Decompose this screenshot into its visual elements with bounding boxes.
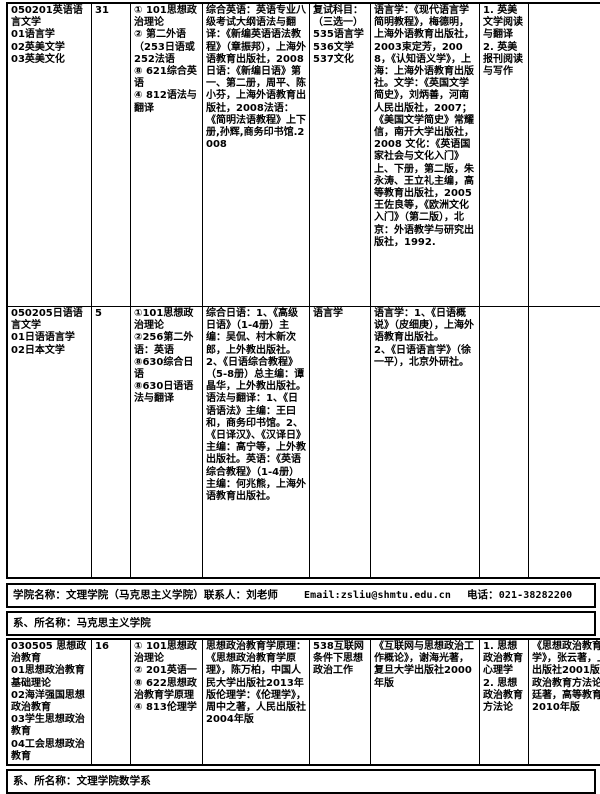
cell-retest-books: 《互联网与思想政治工作概论》，谢海光著，复旦大学出版社2000年版 bbox=[371, 639, 480, 765]
email-label: Email: bbox=[304, 590, 341, 601]
contact-name: 刘老师 bbox=[246, 589, 278, 601]
cell-enrollment: 5 bbox=[92, 307, 131, 579]
cell-makeup-subjects bbox=[480, 307, 529, 579]
college-contact-strip: 学院名称：文理学院（马克思主义学院）联系人：刘老师 Email:zsliu@shm… bbox=[6, 583, 596, 608]
department-line: 系、所名称：马克思主义学院 bbox=[7, 612, 595, 635]
college-label: 学院名称： bbox=[13, 589, 66, 601]
cell-makeup-books: 《思想政治教育心理学》，张云著，上海人民出版社2001版；《思想政治教育方法论》… bbox=[529, 639, 600, 765]
department-value: 文理学院数学系 bbox=[77, 775, 151, 787]
cell-makeup-books bbox=[529, 307, 600, 579]
cell-retest-books: 语言学：《现代语言学简明教程》，梅德明，上海外语教育出版社，2003束定芳，20… bbox=[371, 3, 480, 307]
department-line: 系、所名称：文理学院数学系 bbox=[7, 770, 595, 793]
cell-makeup-subjects: 1. 思想政治教育心理学 2. 思想政治教育方法论 bbox=[480, 639, 529, 765]
email-value[interactable]: zsliu@shmtu.edu.cn bbox=[341, 590, 451, 601]
cell-reference-books: 综合英语：英语专业八级考试大纲语法与翻译：《新编英语语法教程》（章振邦），上海外… bbox=[203, 3, 310, 307]
cell-retest-books: 语言学：1、《日语概说》（皮细庚），上海外语教育出版社。2、《日语语言学》（徐一… bbox=[371, 307, 480, 579]
department-label: 系、所名称： bbox=[13, 617, 77, 629]
cell-reference-books: 综合日语：1、《高级日语》（1-4册）主编：吴侃、村木新次郎，上外教出版社。2、… bbox=[203, 307, 310, 579]
department-value: 马克思主义学院 bbox=[77, 617, 151, 629]
department-label: 系、所名称： bbox=[13, 775, 77, 787]
contact-label: 联系人： bbox=[204, 589, 246, 601]
cell-retest-subjects: 语言学 bbox=[310, 307, 371, 579]
cell-enrollment: 16 bbox=[92, 639, 131, 765]
department-strip-1: 系、所名称：马克思主义学院 bbox=[6, 611, 596, 636]
cell-enrollment: 31 bbox=[92, 3, 131, 307]
college-contact-line: 学院名称：文理学院（马克思主义学院）联系人：刘老师 Email:zsliu@shm… bbox=[7, 584, 595, 607]
department-strip-2: 系、所名称：文理学院数学系 bbox=[6, 769, 596, 794]
cell-makeup-books bbox=[529, 3, 600, 307]
college-name: 文理学院（马克思主义学院） bbox=[66, 589, 204, 601]
phone-label: 电话： bbox=[467, 589, 499, 601]
cell-reference-books: 思想政治教育学原理：《思想政治教育学原理》，陈万柏，中国人民大学出版社2013年… bbox=[203, 639, 310, 765]
cell-retest-subjects: 538互联网条件下思想政治工作 bbox=[310, 639, 371, 765]
phone-value: 021-38282200 bbox=[499, 590, 572, 601]
